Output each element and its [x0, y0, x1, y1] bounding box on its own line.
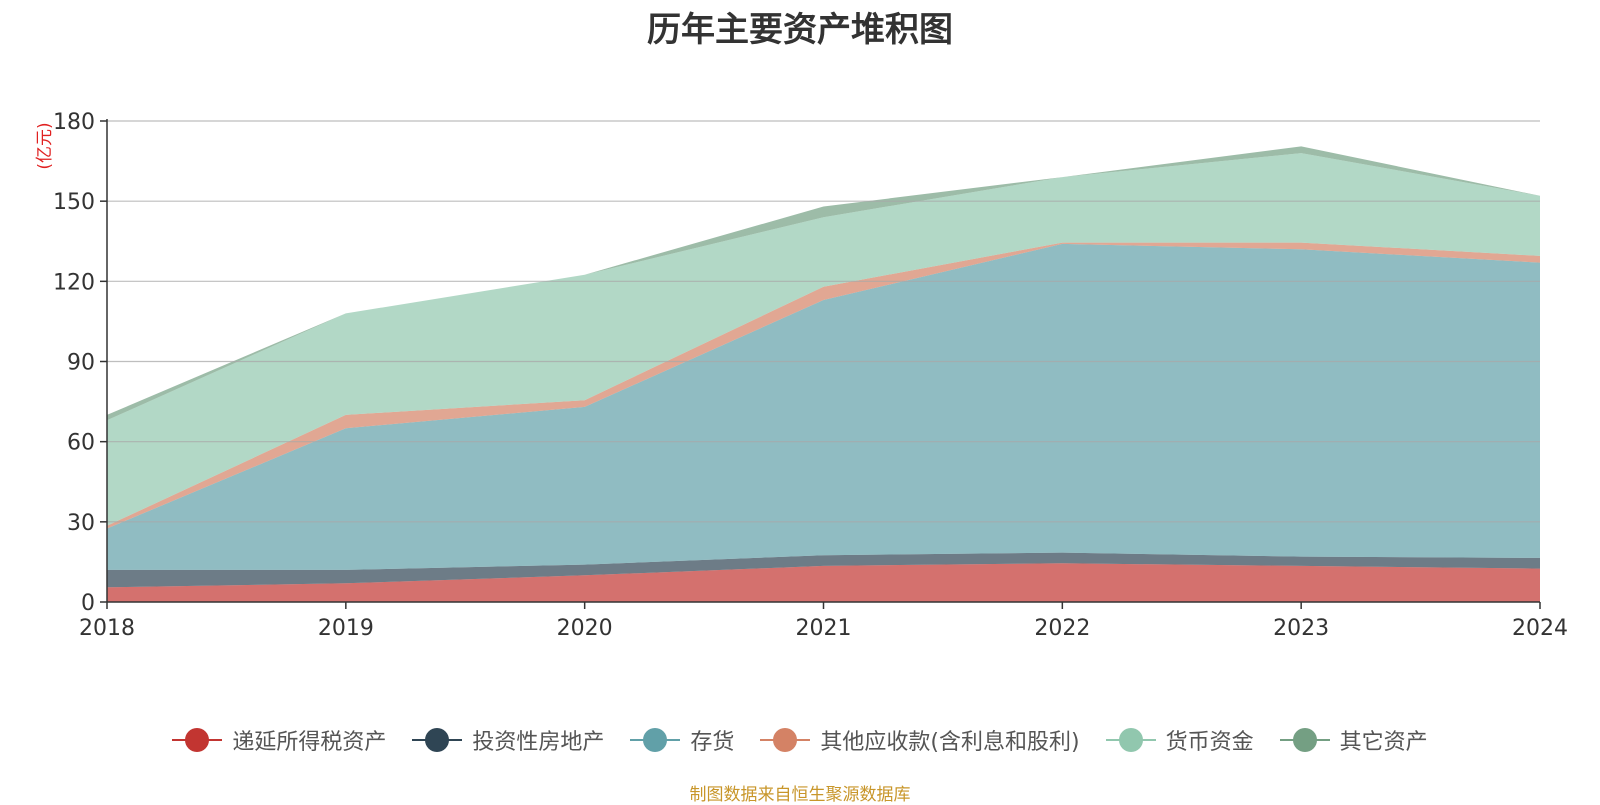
y-tick-label-0: 0	[81, 591, 95, 616]
legend-label: 递延所得税资产	[232, 730, 387, 755]
x-tick-label-2: 2020	[557, 616, 613, 641]
y-tick-label-5: 150	[53, 190, 95, 215]
chart-title: 历年主要资产堆积图	[647, 10, 953, 50]
x-tick-label-4: 2022	[1034, 616, 1090, 641]
y-tick-label-1: 30	[67, 511, 95, 536]
chart-legend: 递延所得税资产 投资性房地产 存货 其他应收款(含利息和股利) 货币资金 其它资产	[0, 718, 1600, 762]
legend-item-5[interactable]: 其它资产	[1279, 724, 1428, 756]
series-area-0	[107, 563, 1540, 602]
legend-item-1[interactable]: 投资性房地产	[412, 724, 604, 756]
legend-label: 投资性房地产	[472, 730, 605, 755]
legend-marker-icon	[1105, 728, 1156, 752]
legend-label: 存货	[690, 730, 735, 755]
x-tick-label-3: 2021	[796, 616, 852, 641]
series-area-1	[107, 552, 1540, 588]
series-area-4	[107, 153, 1540, 526]
y-tick-label-6: 180	[53, 110, 95, 135]
y-unit-label: (亿元)	[35, 122, 55, 169]
source-note: 制图数据来自恒生聚源数据库	[689, 785, 911, 805]
legend-item-0[interactable]: 递延所得税资产	[172, 724, 386, 756]
x-tick-label-0: 2018	[79, 616, 135, 641]
legend-item-3[interactable]: 其他应收款(含利息和股利)	[760, 724, 1080, 756]
legend-item-4[interactable]: 货币资金	[1105, 724, 1254, 756]
legend-marker-icon	[412, 728, 463, 752]
series-area-2	[107, 243, 1540, 570]
grid-lines	[107, 120, 1540, 523]
y-tick-label-3: 90	[67, 351, 95, 376]
x-tick-label-5: 2023	[1273, 616, 1329, 641]
legend-marker-icon	[172, 728, 223, 752]
legend-marker-icon	[1279, 728, 1330, 752]
legend-label: 其他应收款(含利息和股利)	[820, 730, 1080, 755]
y-tick-label-4: 120	[53, 270, 95, 295]
legend-item-2[interactable]: 存货	[630, 724, 734, 756]
legend-label: 其它资产	[1339, 730, 1428, 755]
legend-marker-icon	[630, 728, 681, 752]
legend-label: 货币资金	[1165, 730, 1254, 755]
x-tick-label-1: 2019	[318, 616, 374, 641]
series-area-3	[107, 242, 1540, 529]
legend-marker-icon	[760, 728, 811, 752]
y-tick-label-2: 60	[67, 431, 95, 456]
x-tick-label-6: 2024	[1512, 616, 1568, 641]
area-layers	[107, 146, 1540, 602]
